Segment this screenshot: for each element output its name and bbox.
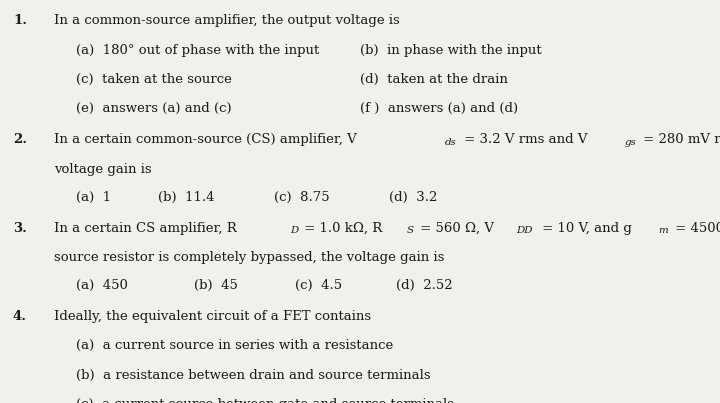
Text: gs: gs	[624, 138, 636, 147]
Text: (c)  a current source between gate and source terminals: (c) a current source between gate and so…	[76, 398, 454, 403]
Text: (c)  taken at the source: (c) taken at the source	[76, 73, 231, 86]
Text: (d)  3.2: (d) 3.2	[389, 191, 437, 204]
Text: Ideally, the equivalent circuit of a FET contains: Ideally, the equivalent circuit of a FET…	[54, 310, 371, 323]
Text: = 280 mV rms. The: = 280 mV rms. The	[639, 133, 720, 146]
Text: In a certain CS amplifier, R: In a certain CS amplifier, R	[54, 222, 237, 235]
Text: = 3.2 V rms and V: = 3.2 V rms and V	[460, 133, 588, 146]
Text: = 10 V, and g: = 10 V, and g	[538, 222, 631, 235]
Text: 4.: 4.	[13, 310, 27, 323]
Text: voltage gain is: voltage gain is	[54, 163, 152, 176]
Text: (d)  taken at the drain: (d) taken at the drain	[360, 73, 508, 86]
Text: (b)  in phase with the input: (b) in phase with the input	[360, 44, 541, 56]
Text: (a)  a current source in series with a resistance: (a) a current source in series with a re…	[76, 339, 393, 352]
Text: m: m	[659, 226, 668, 235]
Text: DD: DD	[516, 226, 533, 235]
Text: In a certain common-source (CS) amplifier, V: In a certain common-source (CS) amplifie…	[54, 133, 356, 146]
Text: (a)  180° out of phase with the input: (a) 180° out of phase with the input	[76, 44, 319, 56]
Text: (a)  450: (a) 450	[76, 279, 127, 292]
Text: (c)  4.5: (c) 4.5	[295, 279, 342, 292]
Text: (b)  45: (b) 45	[194, 279, 238, 292]
Text: 3.: 3.	[13, 222, 27, 235]
Text: (c)  8.75: (c) 8.75	[274, 191, 329, 204]
Text: D: D	[290, 226, 298, 235]
Text: = 1.0 kΩ, R: = 1.0 kΩ, R	[300, 222, 383, 235]
Text: S: S	[407, 226, 413, 235]
Text: 1.: 1.	[13, 14, 27, 27]
Text: (b)  a resistance between drain and source terminals: (b) a resistance between drain and sourc…	[76, 369, 431, 382]
Text: (d)  2.52: (d) 2.52	[396, 279, 453, 292]
Text: 2.: 2.	[13, 133, 27, 146]
Text: source resistor is completely bypassed, the voltage gain is: source resistor is completely bypassed, …	[54, 251, 444, 264]
Text: (b)  11.4: (b) 11.4	[158, 191, 215, 204]
Text: (a)  1: (a) 1	[76, 191, 111, 204]
Text: = 560 Ω, V: = 560 Ω, V	[415, 222, 494, 235]
Text: (e)  answers (a) and (c): (e) answers (a) and (c)	[76, 102, 231, 115]
Text: (f )  answers (a) and (d): (f ) answers (a) and (d)	[360, 102, 518, 115]
Text: ds: ds	[445, 138, 456, 147]
Text: = 4500 μS. If the: = 4500 μS. If the	[671, 222, 720, 235]
Text: In a common-source amplifier, the output voltage is: In a common-source amplifier, the output…	[54, 14, 400, 27]
